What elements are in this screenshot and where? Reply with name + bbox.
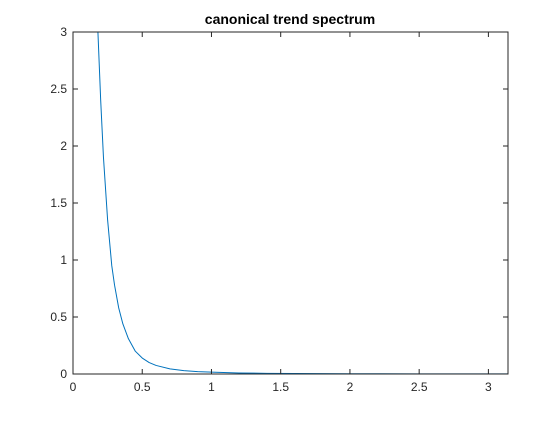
y-tick-label: 2 [60, 139, 67, 153]
x-tick-label: 2.5 [411, 380, 428, 394]
y-tick-label: 1 [60, 253, 67, 267]
ticks-layer: 0 0.5 1 1.5 2 2.5 3 0 0.5 1 1.5 2 2.5 3 [50, 25, 508, 394]
x-tick-label: 0.5 [134, 380, 151, 394]
x-tick-label: 3 [485, 380, 492, 394]
y-tick-label: 1.5 [50, 196, 67, 210]
y-tick-label: 0.5 [50, 310, 67, 324]
x-tick-label: 1 [208, 380, 215, 394]
x-tick-label: 2 [347, 380, 354, 394]
y-tick-label: 3 [60, 25, 67, 39]
chart-title: canonical trend spectrum [205, 11, 375, 27]
x-tick-label: 1.5 [272, 380, 289, 394]
plot-area [73, 32, 508, 374]
y-tick-label: 0 [60, 367, 67, 381]
x-tick-label: 0 [70, 380, 77, 394]
y-tick-label: 2.5 [50, 82, 67, 96]
